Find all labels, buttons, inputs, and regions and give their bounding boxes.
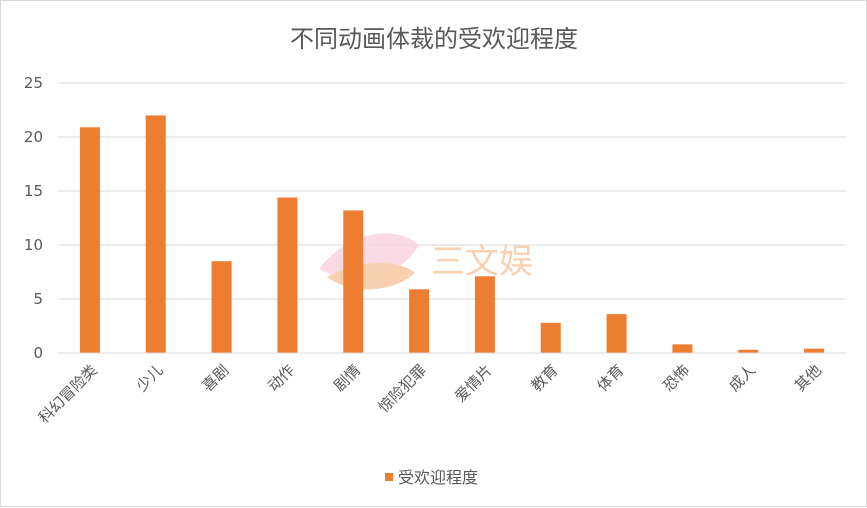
legend-label: 受欢迎程度	[398, 468, 478, 487]
legend-swatch	[385, 473, 393, 481]
watermark-text: 三文娱	[431, 242, 533, 282]
y-tick-label: 5	[33, 290, 43, 308]
x-tick-label: 科幻冒险类	[35, 361, 101, 427]
bar	[145, 115, 166, 354]
bar	[738, 349, 759, 353]
x-tick-label: 成人	[725, 361, 759, 395]
legend: 受欢迎程度	[385, 468, 478, 487]
bar	[672, 344, 693, 353]
bar	[804, 348, 825, 353]
bar	[211, 261, 232, 353]
y-axis-ticks: 0 5 10 15 20 25	[24, 74, 43, 362]
bar	[606, 314, 627, 353]
x-tick-label: 爱情片	[451, 361, 496, 406]
y-tick-label: 10	[24, 236, 43, 254]
x-tick-label: 少儿	[133, 361, 167, 395]
bar	[343, 210, 364, 353]
bar	[474, 276, 495, 353]
x-axis-labels: 科幻冒险类 少儿 喜剧 动作 剧情 惊险犯罪 爱情片 教育 体育 恐怖 成人 其他	[35, 361, 825, 427]
x-tick-label: 喜剧	[198, 361, 232, 395]
y-tick-label: 0	[33, 344, 43, 362]
bar-series	[57, 115, 847, 354]
x-tick-label: 恐怖	[659, 361, 693, 395]
bar	[540, 322, 561, 353]
bar	[277, 197, 298, 353]
x-tick-label: 剧情	[330, 361, 364, 395]
x-tick-label: 其他	[791, 361, 825, 395]
bar	[409, 289, 430, 353]
y-tick-label: 25	[24, 74, 43, 92]
x-tick-label: 教育	[528, 361, 562, 395]
x-tick-label: 动作	[264, 361, 298, 395]
grid-lines	[57, 82, 847, 354]
y-tick-label: 15	[24, 182, 43, 200]
chart-title: 不同动画体裁的受欢迎程度	[290, 25, 578, 53]
x-tick-label: 惊险犯罪	[375, 361, 430, 416]
bar	[79, 127, 100, 353]
y-tick-label: 20	[24, 128, 43, 146]
x-tick-label: 体育	[593, 361, 627, 395]
